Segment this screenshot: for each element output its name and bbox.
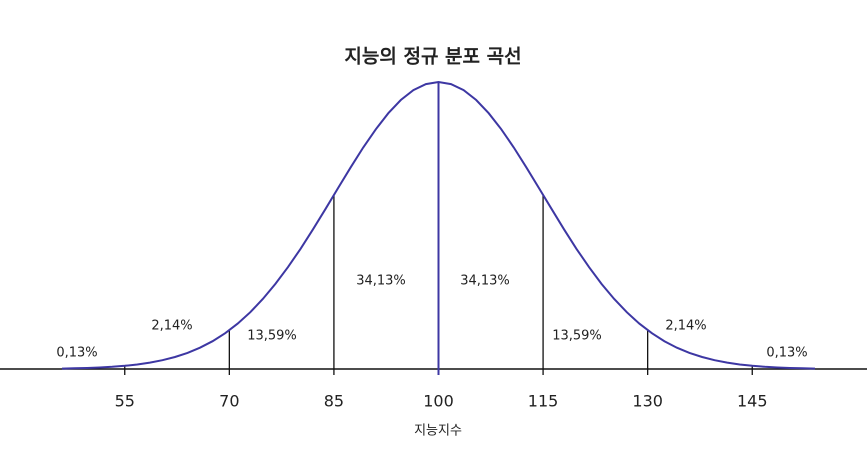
region-label: 2,14% bbox=[151, 319, 192, 334]
region-label: 34,13% bbox=[460, 274, 510, 289]
x-tick-label: 100 bbox=[423, 392, 454, 411]
region-label: 13,59% bbox=[247, 329, 297, 344]
region-label: 0,13% bbox=[56, 346, 97, 361]
curve bbox=[61, 80, 816, 370]
region-area bbox=[334, 82, 439, 369]
region-label: 2,14% bbox=[665, 319, 706, 334]
region-area bbox=[439, 82, 544, 369]
x-tick-label: 130 bbox=[632, 392, 663, 411]
region-label: 13,59% bbox=[552, 329, 602, 344]
x-tick-label: 145 bbox=[737, 392, 768, 411]
x-tick-label: 85 bbox=[324, 392, 344, 411]
region-label: 0,13% bbox=[766, 346, 807, 361]
region-label: 34,13% bbox=[356, 274, 406, 289]
x-axis-label: 지능지수 bbox=[414, 424, 462, 439]
x-tick-label: 55 bbox=[115, 392, 135, 411]
x-tick-label: 115 bbox=[528, 392, 559, 411]
chart-title: 지능의 정규 분포 곡선 bbox=[344, 46, 521, 68]
x-tick-label: 70 bbox=[219, 392, 239, 411]
